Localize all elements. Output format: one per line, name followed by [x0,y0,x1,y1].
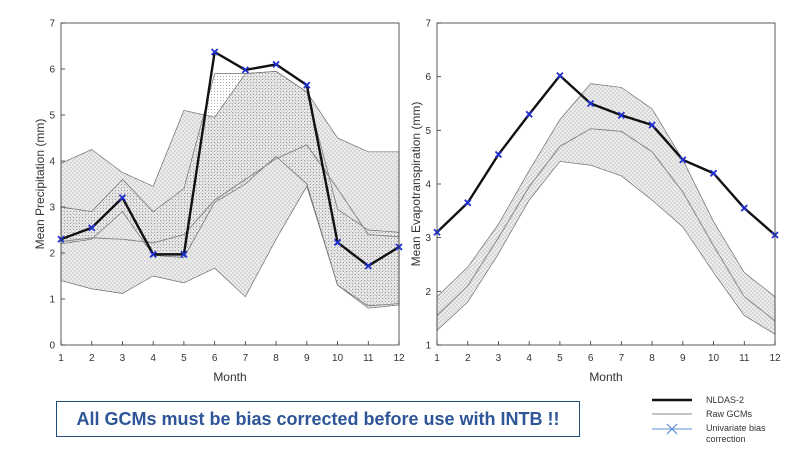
precipitation-y-ticks: 0 1 2 3 4 5 6 7 [49,19,65,352]
legend-item-bias-correction: Univariate bias correction [648,420,788,450]
nldas-2-point [210,48,219,56]
y-tick-label: 7 [49,19,55,30]
x-tick-label: 2 [89,353,95,364]
nldas-2-point [586,99,595,108]
nldas-2-point [494,150,503,159]
x-tick-label: 8 [649,353,655,364]
nldas-2-point [525,110,533,118]
legend-swatch-cross-icon [652,423,692,435]
legend-swatch-thick-line [652,398,692,402]
evapotranspiration-bands [436,83,776,335]
y-tick-label: 6 [49,65,55,76]
nldas-2-point [679,156,687,164]
evapotranspiration-x-ticks: 1 2 3 4 5 6 7 8 9 10 11 12 [434,341,781,364]
x-tick-label: 4 [526,353,532,364]
x-tick-label: 12 [393,353,405,364]
y-tick-label: 6 [425,72,431,83]
x-tick-label: 1 [58,353,64,364]
y-tick-label: 7 [425,19,431,30]
x-tick-label: 8 [273,353,279,364]
raw-gcms-range-band [436,83,776,335]
nldas-2-point [364,262,372,270]
precipitation-y-axis-label: Mean Precipitation (mm) [33,119,47,250]
x-tick-label: 4 [150,353,156,364]
y-tick-label: 1 [425,341,431,352]
y-tick-label: 5 [425,126,431,137]
y-tick-label: 3 [49,203,55,214]
legend-swatch-thin-line [652,413,692,415]
y-tick-label: 4 [425,180,431,191]
bias-correction-banner: All GCMs must be bias corrected before u… [56,401,580,437]
x-tick-label: 9 [680,353,686,364]
legend-label-nldas: NLDAS-2 [706,395,745,405]
y-tick-label: 2 [425,287,431,298]
x-tick-label: 6 [588,353,594,364]
nldas-2-point [180,250,188,259]
precipitation-x-ticks: 1 2 3 4 5 6 7 8 9 10 11 12 [58,341,405,364]
x-tick-label: 11 [739,353,750,364]
x-tick-label: 10 [332,353,344,364]
legend-label-raw-gcms: Raw GCMs [706,409,753,419]
nldas-2-point [241,66,250,74]
x-tick-label: 3 [496,353,502,364]
raw-gcm-median-line [60,144,400,244]
x-tick-label: 12 [769,353,781,364]
x-tick-label: 6 [212,353,218,364]
nldas-2-point [272,60,280,69]
y-tick-label: 5 [49,111,55,122]
nldas-2-point [118,194,127,202]
evapotranspiration-x-axis-label: Month [589,370,622,384]
nldas-2-point [333,238,342,247]
precipitation-x-axis-label: Month [213,370,246,384]
x-tick-label: 7 [619,353,625,364]
nldas-2-point [303,81,311,89]
x-tick-label: 5 [181,353,187,364]
y-tick-label: 0 [49,341,55,352]
x-tick-label: 5 [557,353,563,364]
nldas-2-line [60,50,400,268]
nldas-2-point [88,224,96,232]
y-tick-label: 1 [49,295,55,306]
nldas-2-point [740,204,748,212]
y-tick-label: 3 [425,233,431,244]
y-tick-label: 4 [49,157,55,168]
raw-gcm-median-line [436,128,776,322]
nldas-2-point [648,121,656,129]
nldas-2-point [149,250,157,259]
x-tick-label: 11 [363,353,374,364]
evapotranspiration-y-axis-label: Mean Evapotranspiration (mm) [409,102,423,267]
nldas-2-point [709,169,718,177]
x-tick-label: 2 [465,353,471,364]
evapotranspiration-y-ticks: 1 2 3 4 5 6 7 [425,19,441,352]
precipitation-plot-frame [60,22,400,346]
nldas-2-point [464,199,472,207]
legend-item-nldas: NLDAS-2 [648,392,788,408]
legend: NLDAS-2 Raw GCMs Univariate bias correct… [648,392,788,458]
y-tick-label: 2 [49,249,55,260]
legend-label-bias-correction: Univariate bias correction [706,423,766,444]
precipitation-lines [57,48,403,270]
nldas-2-point [617,111,626,119]
x-tick-label: 9 [304,353,310,364]
legend-item-raw-gcms: Raw GCMs [648,406,788,422]
x-tick-label: 3 [120,353,126,364]
nldas-2-line [436,74,776,236]
x-tick-label: 1 [434,353,440,364]
x-tick-label: 10 [708,353,720,364]
x-tick-label: 7 [243,353,249,364]
nldas-2-point [556,71,564,80]
evapotranspiration-lines [433,71,779,322]
